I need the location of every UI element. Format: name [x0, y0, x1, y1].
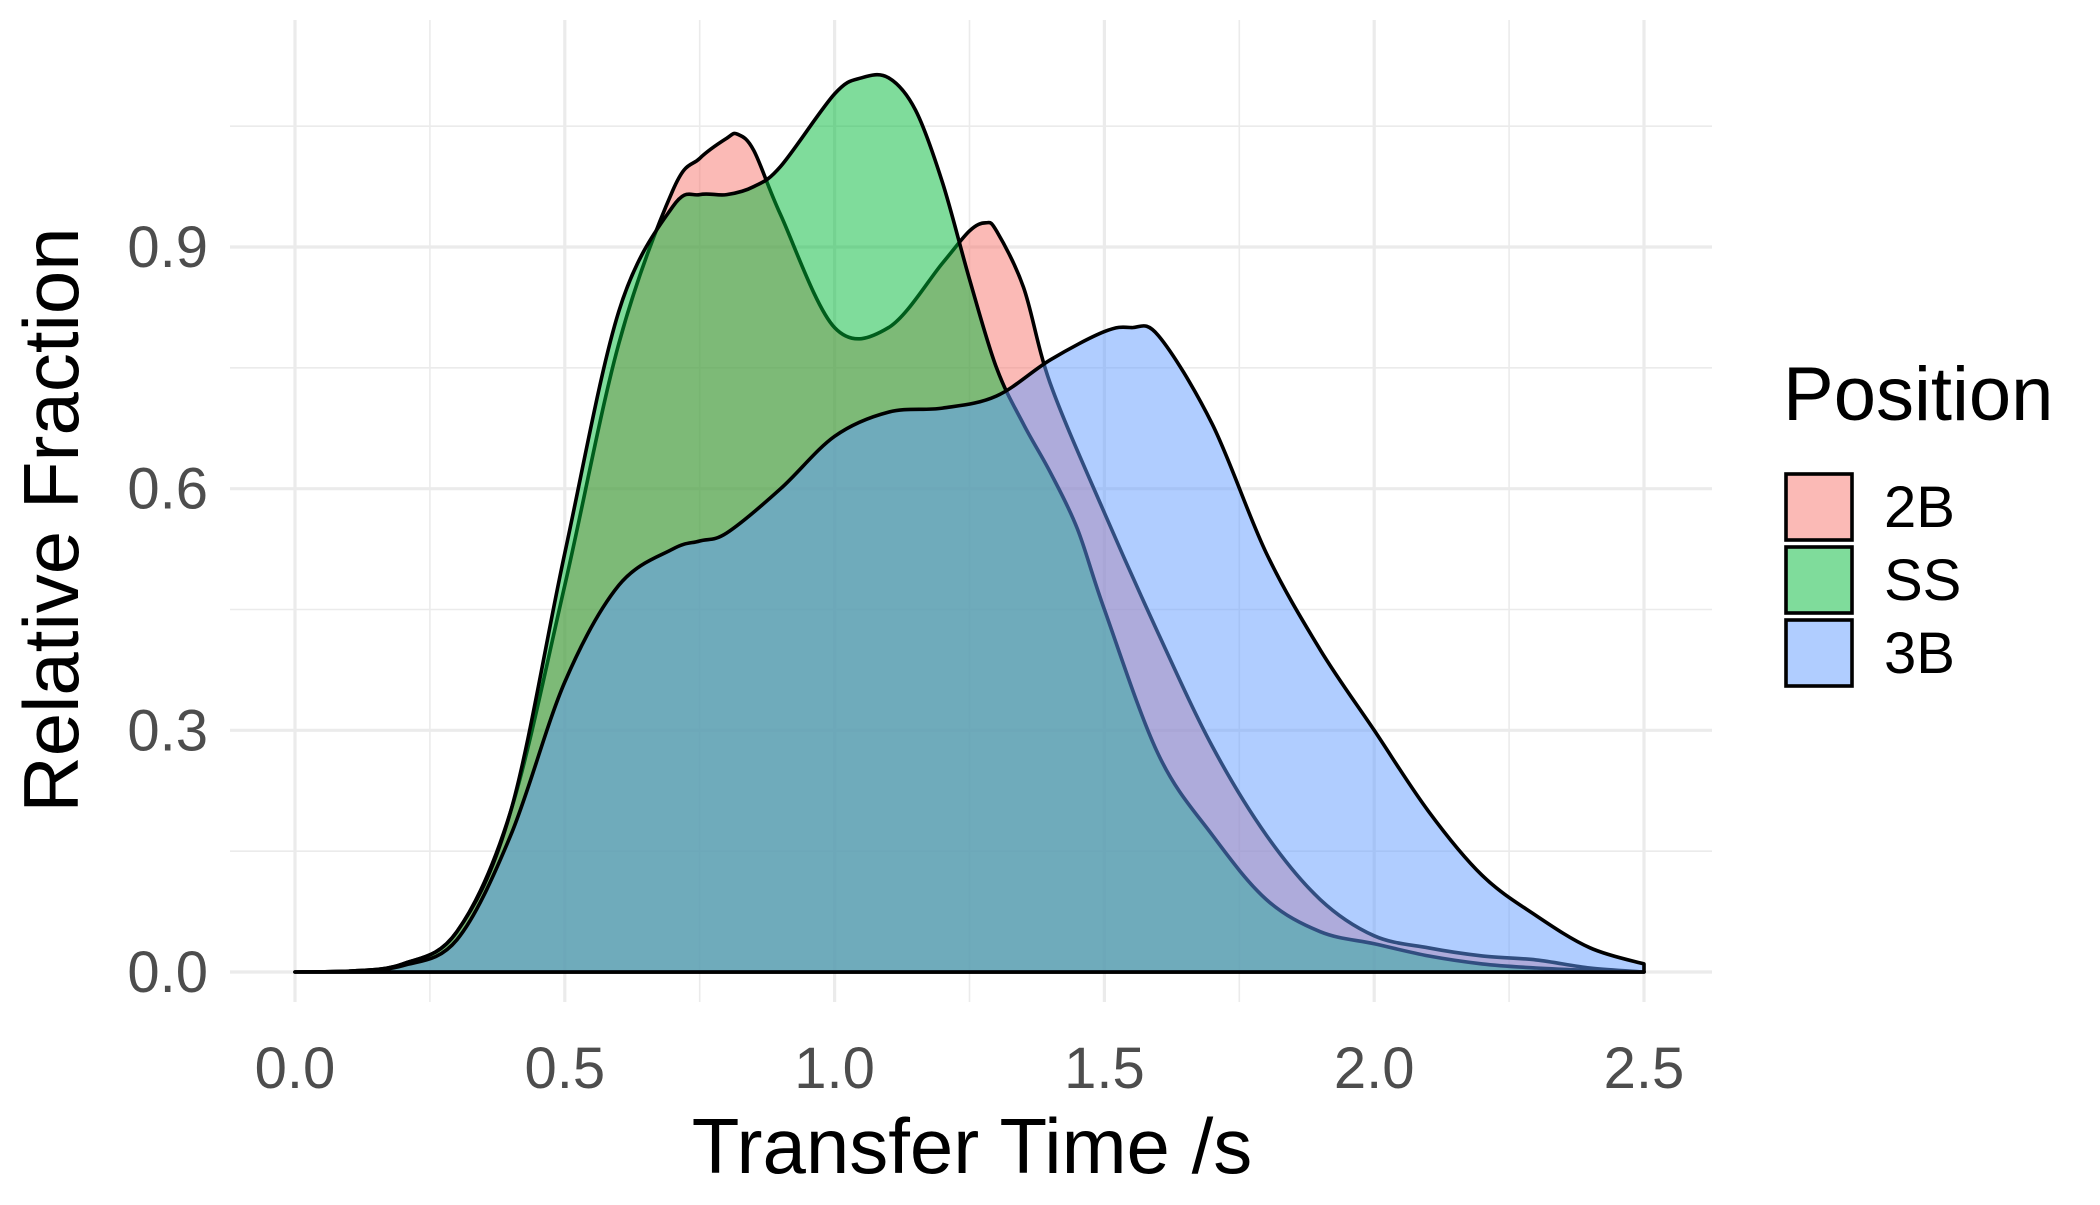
- y-tick-label: 0.9: [127, 215, 208, 280]
- density-areas: [293, 72, 1646, 974]
- x-tick-label: 2.5: [1604, 1036, 1685, 1101]
- legend-title: Position: [1783, 352, 2053, 437]
- y-axis-title: Relative Fraction: [7, 227, 95, 812]
- legend-label-ss: SS: [1884, 548, 1961, 613]
- legend-label-2b: 2B: [1884, 475, 1955, 540]
- legend-label-3b: 3B: [1884, 621, 1955, 686]
- legend-items: 2B SS 3B: [1784, 472, 1961, 688]
- tick-labels: 0.0 0.5 1.0 1.5 2.0 2.5 0.0 0.3 0.6 0.9: [127, 215, 1684, 1101]
- y-tick-label: 0.6: [127, 457, 208, 522]
- x-tick-label: 2.0: [1334, 1036, 1415, 1101]
- density-area-3b: [293, 323, 1646, 974]
- legend-key-2b: [1784, 472, 1854, 542]
- y-tick-label: 0.0: [127, 940, 208, 1005]
- legend-key-ss: [1784, 545, 1854, 615]
- x-axis-title: Transfer Time /s: [692, 1102, 1253, 1190]
- legend: Position 2B SS 3B: [1783, 352, 2053, 688]
- x-tick-label: 0.5: [524, 1036, 605, 1101]
- y-tick-label: 0.3: [127, 698, 208, 763]
- x-tick-label: 1.0: [794, 1036, 875, 1101]
- x-tick-label: 1.5: [1064, 1036, 1145, 1101]
- legend-key-3b: [1784, 618, 1854, 688]
- x-tick-label: 0.0: [255, 1036, 336, 1101]
